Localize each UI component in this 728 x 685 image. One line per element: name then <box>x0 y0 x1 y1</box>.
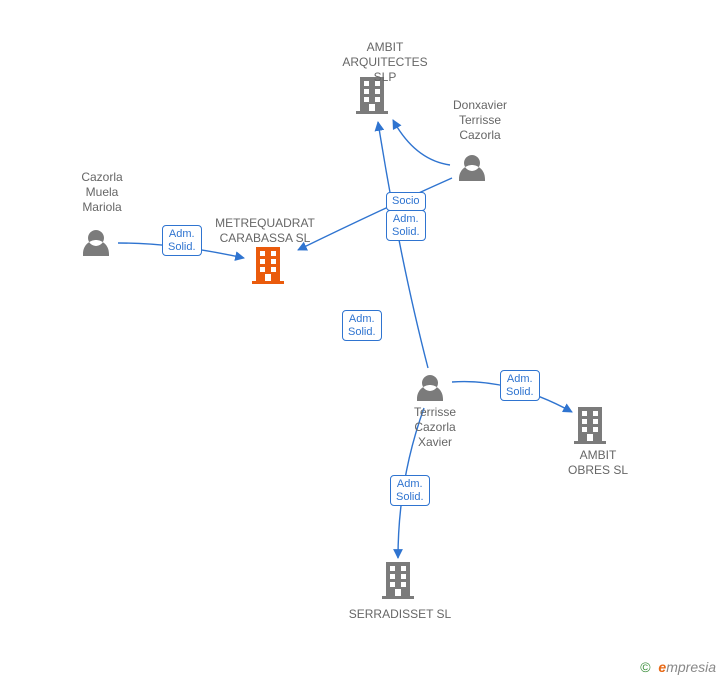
edge-donxavier_to_ambit_arq_socio <box>393 120 450 165</box>
label-ambit-obres: AMBIT OBRES SL <box>558 448 638 478</box>
label-metrequadrat: METREQUADRAT CARABASSA SL <box>200 216 330 246</box>
edge-label-xavier-ambit-obres: Adm. Solid. <box>500 370 540 401</box>
edge-label-donxavier-socio: Socio <box>386 192 426 211</box>
person-node-cazorla_mariola <box>83 230 109 256</box>
label-terrisse-xavier: Terrisse Cazorla Xavier <box>405 405 465 450</box>
edge-xavier_to_ambit_arq <box>378 122 428 368</box>
company-node-serradisset <box>382 562 414 599</box>
edge-label-donxavier-metrequadrat: Adm. Solid. <box>386 210 426 241</box>
company-node-ambit_obres <box>574 407 606 444</box>
edge-label-mariola-metrequadrat: Adm. Solid. <box>162 225 202 256</box>
label-cazorla-mariola: Cazorla Muela Mariola <box>72 170 132 215</box>
person-node-donxavier <box>459 155 485 181</box>
network-diagram <box>0 0 728 685</box>
company-node-metrequadrat <box>252 247 284 284</box>
copyright-symbol: © <box>640 659 650 675</box>
brand-rest: mpresia <box>666 659 716 675</box>
label-donxavier: Donxavier Terrisse Cazorla <box>445 98 515 143</box>
edge-label-xavier-ambit-arq: Adm. Solid. <box>342 310 382 341</box>
footer-branding: © empresia <box>640 659 716 675</box>
person-node-terrisse_xavier <box>417 375 443 401</box>
label-serradisset: SERRADISSET SL <box>345 607 455 622</box>
label-ambit-arq: AMBIT ARQUITECTES SLP <box>330 40 440 85</box>
edge-label-xavier-serradisset: Adm. Solid. <box>390 475 430 506</box>
